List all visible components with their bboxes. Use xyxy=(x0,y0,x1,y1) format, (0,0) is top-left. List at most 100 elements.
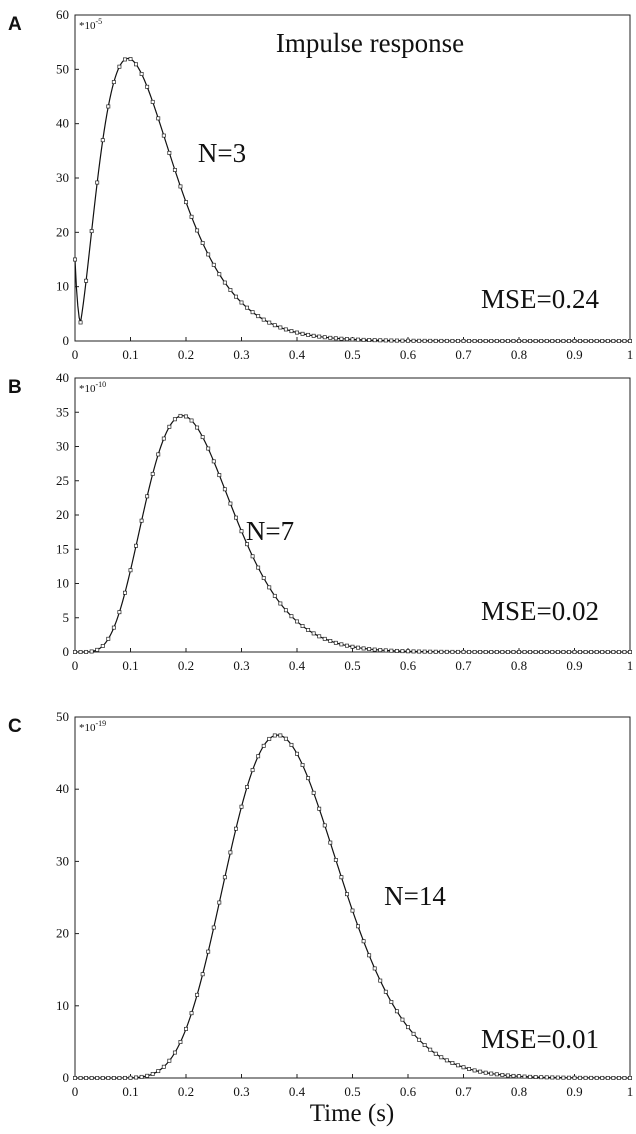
data-point xyxy=(150,99,155,104)
data-point xyxy=(367,647,372,652)
data-point xyxy=(106,1076,111,1080)
y-tick-label: 35 xyxy=(56,404,69,419)
data-point xyxy=(311,333,316,338)
data-point xyxy=(600,339,605,343)
y-tick-label: 30 xyxy=(56,439,69,454)
data-point xyxy=(383,989,388,994)
data-point xyxy=(394,648,399,653)
data-point xyxy=(500,1072,505,1077)
data-point xyxy=(406,1025,410,1030)
x-tick-label: 0.7 xyxy=(455,1084,472,1099)
data-point xyxy=(394,338,399,343)
data-point xyxy=(295,330,299,335)
data-point xyxy=(566,650,571,654)
chart-title: Impulse response xyxy=(276,28,464,58)
data-point xyxy=(533,1075,538,1079)
data-point xyxy=(167,1058,172,1063)
data-point xyxy=(494,339,499,343)
x-tick-label: 0.1 xyxy=(122,658,138,673)
data-point xyxy=(517,339,521,343)
data-point xyxy=(411,338,416,343)
data-point xyxy=(578,1075,583,1080)
data-point xyxy=(239,804,244,809)
data-point xyxy=(328,335,333,340)
data-point xyxy=(111,625,116,630)
data-point xyxy=(444,1058,449,1063)
data-point xyxy=(206,252,211,257)
data-point xyxy=(178,413,183,418)
y-tick-label: 15 xyxy=(56,541,69,556)
data-point xyxy=(550,650,555,654)
panel-a: A 0 10 20 30 40 50 60 0 0.1 0.2 0.3 0.4 0.5 0.6 0.7 0.8 0… xyxy=(8,7,633,362)
x-tick-label: 0.5 xyxy=(344,1084,360,1099)
data-point xyxy=(578,339,583,343)
data-point xyxy=(611,1076,616,1080)
data-point xyxy=(261,317,266,322)
data-point xyxy=(78,650,83,654)
data-point xyxy=(622,650,627,654)
data-point xyxy=(222,487,227,492)
data-point xyxy=(272,593,277,598)
data-point xyxy=(167,150,172,155)
data-point xyxy=(605,1075,610,1080)
data-point xyxy=(250,768,255,773)
data-point xyxy=(139,518,144,523)
panel-letter: B xyxy=(8,377,22,398)
data-point xyxy=(178,184,183,189)
y-tick-label: 0 xyxy=(63,644,70,659)
data-point xyxy=(467,339,472,343)
panel-letter: A xyxy=(8,14,22,35)
data-point xyxy=(450,649,455,654)
y-scale-note: *10-5 xyxy=(79,17,102,32)
data-point xyxy=(444,649,449,654)
data-point xyxy=(511,650,516,654)
data-point xyxy=(73,257,77,262)
y-scale-note: *10-10 xyxy=(79,380,106,395)
data-point xyxy=(256,314,261,319)
data-point xyxy=(84,1076,89,1080)
data-point xyxy=(200,241,205,245)
data-point xyxy=(178,1040,183,1044)
data-point xyxy=(250,310,255,315)
data-point xyxy=(211,925,216,930)
data-point xyxy=(439,338,444,343)
y-tick-label: 0 xyxy=(63,333,70,348)
data-point xyxy=(489,650,494,654)
data-point xyxy=(211,262,216,267)
data-point xyxy=(289,742,294,747)
data-point xyxy=(478,1069,483,1074)
data-point xyxy=(167,424,172,429)
data-point xyxy=(339,642,344,647)
data-point xyxy=(289,329,294,334)
data-point xyxy=(511,1073,516,1078)
data-point xyxy=(572,650,577,654)
data-point xyxy=(95,1076,100,1080)
y-tick-label: 30 xyxy=(56,853,69,868)
data-point xyxy=(278,325,283,330)
data-point xyxy=(467,1067,472,1071)
data-point xyxy=(122,590,127,595)
data-point xyxy=(234,826,238,831)
data-point xyxy=(333,336,338,341)
y-tick-label: 20 xyxy=(56,507,69,522)
data-point xyxy=(161,1064,166,1069)
data-point xyxy=(517,650,521,654)
data-point xyxy=(217,272,222,277)
data-point xyxy=(622,1076,627,1080)
data-point xyxy=(278,733,283,738)
x-tick-label: 0.4 xyxy=(289,1084,306,1099)
data-point xyxy=(578,650,583,654)
data-point xyxy=(544,339,549,343)
data-point xyxy=(322,823,327,828)
x-tick-label: 0.3 xyxy=(233,347,249,362)
data-point xyxy=(550,1075,555,1080)
data-point xyxy=(84,649,89,654)
data-point xyxy=(306,332,311,337)
data-point xyxy=(450,338,455,343)
x-tick-label: 0.6 xyxy=(400,347,417,362)
data-point xyxy=(628,339,632,343)
data-point xyxy=(389,338,394,343)
data-point xyxy=(239,529,244,534)
data-point xyxy=(189,214,194,219)
data-point xyxy=(489,339,494,343)
